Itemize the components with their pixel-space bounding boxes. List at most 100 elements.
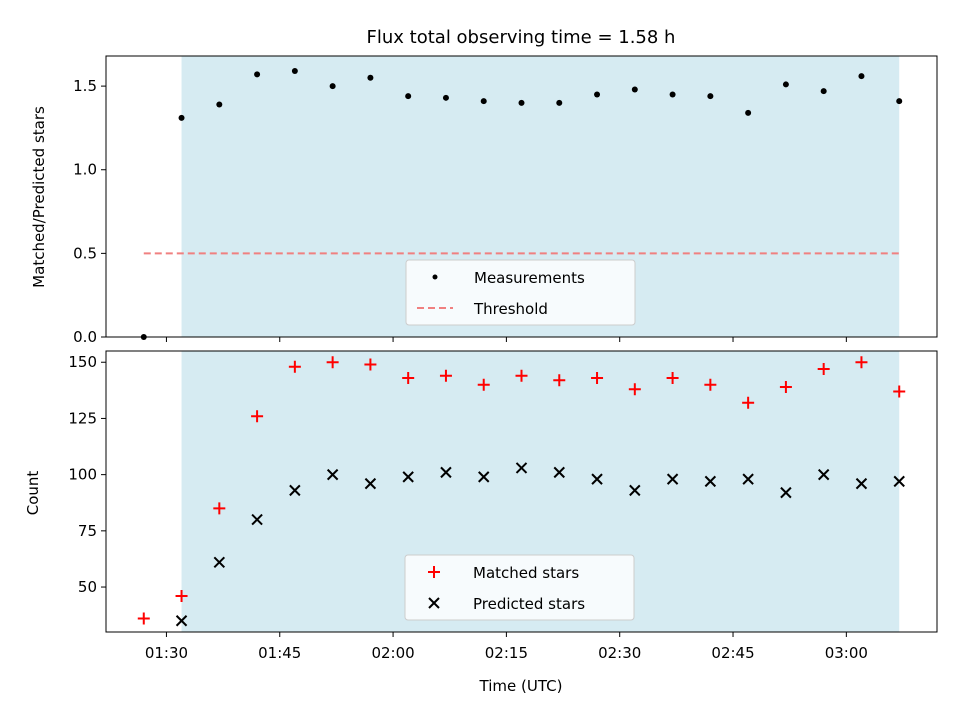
data-point <box>251 410 264 423</box>
data-point <box>402 371 415 384</box>
data-point <box>405 93 412 100</box>
data-point <box>780 486 792 499</box>
bottom-y-axis-label: Count <box>24 471 42 516</box>
data-point <box>326 468 339 481</box>
data-point <box>782 81 789 88</box>
y-tick-label: 100 <box>68 466 97 484</box>
data-point <box>216 101 223 108</box>
data-point <box>817 362 830 375</box>
data-point <box>704 378 717 391</box>
data-point <box>817 468 830 481</box>
legend: Matched stars Predicted stars <box>404 554 635 621</box>
data-point <box>175 590 188 603</box>
legend-marker <box>428 566 440 578</box>
data-point <box>213 556 226 569</box>
data-point <box>707 93 714 100</box>
data-point <box>553 466 565 479</box>
data-point <box>515 369 528 382</box>
data-point <box>364 477 377 490</box>
data-point <box>631 86 638 93</box>
data-point <box>820 88 827 95</box>
legend-label: Measurements <box>474 269 585 287</box>
x-tick-label: 01:45 <box>258 644 301 662</box>
data-point <box>367 74 374 81</box>
top-panel: 0.0 0.5 1.0 1.5 Measurements Threshold <box>73 55 938 346</box>
data-point <box>478 471 490 483</box>
data-point <box>254 71 261 78</box>
y-tick-label: 50 <box>78 578 97 596</box>
series-predicted-stars <box>175 462 905 627</box>
data-point <box>855 356 868 369</box>
data-point <box>666 371 679 384</box>
chart-title: Flux total observing time = 1.58 h <box>367 27 676 48</box>
data-point <box>291 68 298 75</box>
x-tick-label: 02:15 <box>485 644 528 662</box>
data-point <box>858 73 865 80</box>
y-tick-label: 75 <box>78 522 97 540</box>
legend-marker <box>432 274 438 280</box>
data-point <box>175 615 188 627</box>
legend-label: Threshold <box>473 300 548 318</box>
y-tick-label: 150 <box>68 353 97 371</box>
y-tick-label: 1.0 <box>73 161 97 179</box>
data-point <box>364 358 377 371</box>
y-tick-label: 0.0 <box>73 328 97 346</box>
legend: Measurements Threshold <box>405 259 636 326</box>
data-point <box>594 91 601 98</box>
data-point <box>629 484 641 497</box>
data-point <box>178 114 185 121</box>
y-tick-label: 1.5 <box>73 77 97 95</box>
data-point <box>439 369 452 382</box>
series-measurements <box>140 68 903 340</box>
data-point <box>704 475 717 488</box>
axes-frame <box>105 55 938 338</box>
data-point <box>893 475 905 488</box>
data-point <box>477 378 490 391</box>
data-point <box>893 385 906 398</box>
data-point <box>288 360 301 373</box>
data-point <box>442 94 449 101</box>
x-tick-label: 03:00 <box>825 644 868 662</box>
data-point <box>326 356 339 369</box>
series-matched-stars <box>137 356 906 625</box>
bottom-panel: 50 75 100 125 150 01:30 01:45 02:00 02:15 02:30 02… <box>68 350 938 662</box>
y-tick-label: 125 <box>68 409 97 427</box>
data-point <box>440 466 452 479</box>
data-point <box>251 513 263 526</box>
legend-label: Predicted stars <box>473 595 585 613</box>
x-tick-label: 02:00 <box>371 644 414 662</box>
legend-label: Matched stars <box>473 564 579 582</box>
x-tick-label: 02:45 <box>711 644 754 662</box>
x-axis-label: Time (UTC) <box>479 677 563 695</box>
data-point <box>553 374 566 387</box>
data-point <box>628 383 641 396</box>
data-point <box>213 502 226 515</box>
data-point <box>896 98 903 105</box>
data-point <box>855 477 868 490</box>
data-point <box>402 471 414 483</box>
data-point <box>329 83 336 90</box>
data-point <box>518 99 525 106</box>
legend-marker <box>428 597 440 609</box>
data-point <box>591 371 604 384</box>
data-point <box>137 612 150 625</box>
legend-box <box>404 554 635 621</box>
top-y-axis-label: Matched/Predicted stars <box>30 106 48 288</box>
legend-box <box>405 259 636 326</box>
data-point <box>742 473 754 485</box>
y-tick-label: 0.5 <box>73 244 97 262</box>
data-point <box>666 473 679 485</box>
data-point <box>480 98 487 105</box>
data-point <box>742 396 755 409</box>
data-point <box>591 473 603 485</box>
data-point <box>779 380 792 393</box>
data-point <box>669 91 676 98</box>
x-tick-label: 01:30 <box>145 644 188 662</box>
data-point <box>515 462 528 474</box>
x-tick-label: 02:30 <box>598 644 641 662</box>
data-point <box>556 99 563 106</box>
data-point <box>289 484 301 497</box>
data-point <box>745 109 752 116</box>
axes-frame <box>105 350 938 633</box>
